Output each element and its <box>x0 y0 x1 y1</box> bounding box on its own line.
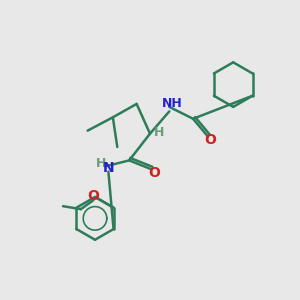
Text: N: N <box>103 161 115 175</box>
Text: O: O <box>204 133 216 147</box>
Text: O: O <box>148 166 160 180</box>
Text: H: H <box>96 157 106 170</box>
Text: NH: NH <box>162 98 183 110</box>
Text: H: H <box>154 126 165 139</box>
Text: O: O <box>87 189 99 203</box>
